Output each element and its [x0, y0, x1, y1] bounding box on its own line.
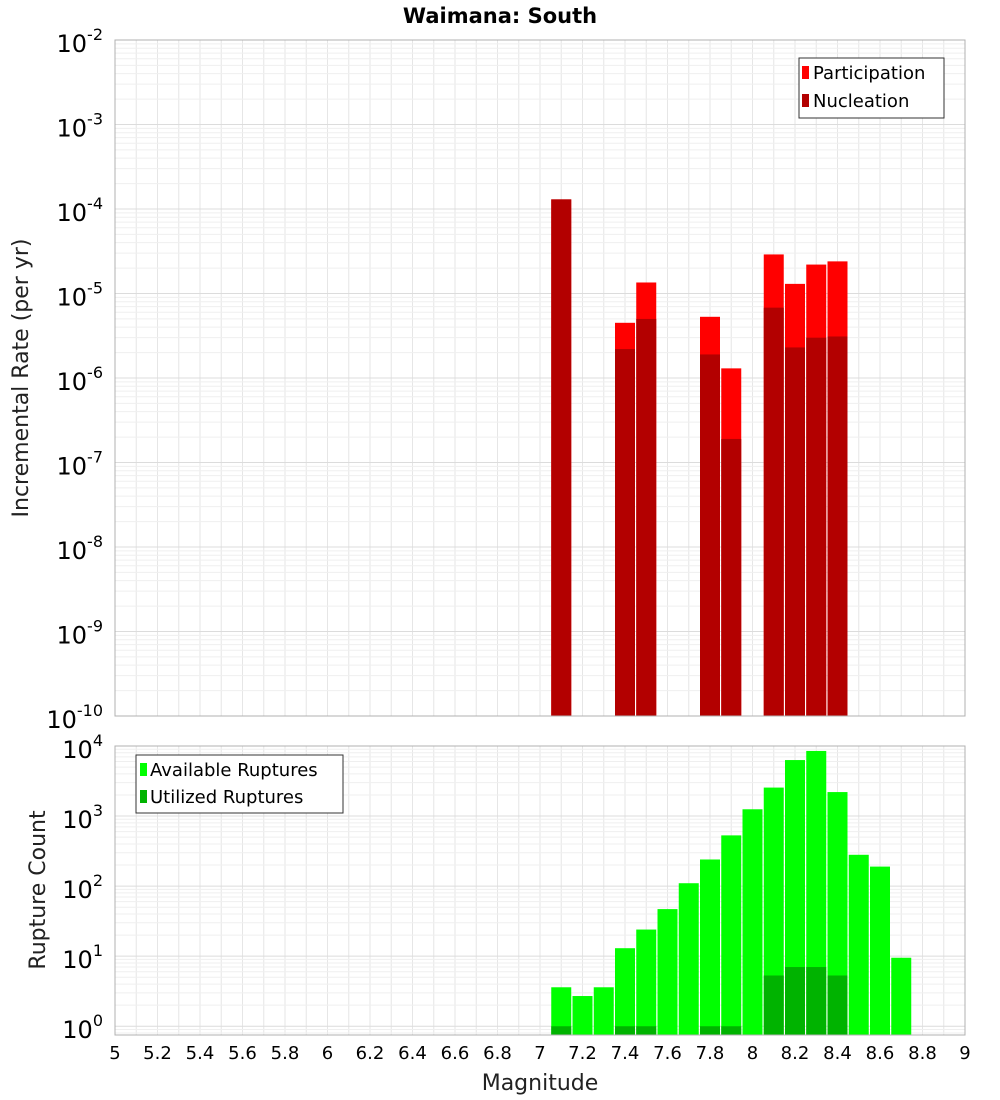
utilized-ruptures-bar [700, 1026, 720, 1035]
top-y-axis-label: Incremental Rate (per yr) [9, 239, 34, 518]
top-y-tick-label: 10-4 [57, 194, 104, 227]
available-ruptures-bar [891, 957, 912, 1035]
bottom-bars [551, 750, 912, 1035]
available-ruptures-bar [678, 883, 699, 1035]
utilized-ruptures-bar [785, 967, 805, 1035]
available-ruptures-bar [700, 859, 720, 1035]
top-grid [114, 39, 966, 717]
x-tick-label: 7.2 [568, 1043, 597, 1064]
bottom-plot-frame [114, 745, 966, 1036]
legend-label-available: Available Ruptures [150, 760, 318, 781]
top-plot-frame [114, 39, 966, 717]
nucleation-bar [806, 337, 827, 716]
utilized-ruptures-bar [551, 1026, 572, 1035]
utilized-ruptures-bar [827, 975, 848, 1035]
legend-swatch-available [140, 763, 147, 776]
bottom-y-tick-label: 100 [62, 1011, 103, 1044]
nucleation-bar [763, 307, 784, 716]
x-tick-labels: 5 5.2 5.4 5.6 5.8 6 6.2 6.4 6.6 6.8 7 7.2 7.4 7.6 7.8 8… [109, 1043, 970, 1064]
nucleation-bar [827, 336, 848, 716]
x-tick-label: 9 [959, 1043, 970, 1064]
x-tick-label: 7 [534, 1043, 545, 1064]
x-tick-label: 5.2 [143, 1043, 172, 1064]
x-tick-label: 8 [747, 1043, 758, 1064]
x-tick-label: 7.4 [611, 1043, 640, 1064]
bottom-y-tick-labels: 100 101 102 103 104 [62, 731, 103, 1044]
available-ruptures-bar [785, 760, 805, 1035]
available-ruptures-bar [593, 987, 614, 1035]
available-ruptures-bar [827, 792, 848, 1035]
bottom-y-tick-label: 103 [62, 801, 103, 834]
available-ruptures-bar [806, 750, 827, 1035]
x-tick-label: 5.6 [228, 1043, 257, 1064]
bottom-grid [114, 745, 966, 1035]
bottom-y-axis-label: Rupture Count [26, 810, 51, 970]
x-tick-label: 5.8 [271, 1043, 300, 1064]
available-ruptures-bar [551, 987, 572, 1035]
legend-label-nucleation: Nucleation [813, 91, 909, 112]
top-y-tick-label: 10-8 [57, 532, 104, 565]
bottom-y-tick-label: 104 [62, 731, 103, 764]
x-axis-label: Magnitude [482, 1071, 599, 1096]
utilized-ruptures-bar [615, 1026, 635, 1035]
nucleation-bar [551, 199, 572, 717]
x-tick-label: 7.8 [696, 1043, 725, 1064]
utilized-ruptures-bar [721, 1026, 742, 1035]
top-y-tick-label: 10-5 [57, 279, 104, 312]
top-bars [551, 199, 848, 717]
nucleation-bar [636, 318, 657, 716]
chart-title: Waimana: South [403, 4, 597, 28]
top-legend: Participation Nucleation [798, 57, 945, 119]
available-ruptures-bar [763, 787, 784, 1035]
x-tick-label: 8.6 [866, 1043, 895, 1064]
x-tick-label: 6.8 [483, 1043, 512, 1064]
top-y-tick-label: 10-7 [57, 448, 104, 481]
x-tick-label: 6.4 [398, 1043, 427, 1064]
bottom-y-tick-label: 101 [62, 941, 103, 974]
x-tick-label: 8.8 [908, 1043, 937, 1064]
legend-label-utilized: Utilized Ruptures [150, 787, 303, 808]
available-ruptures-bar [742, 809, 763, 1035]
nucleation-bar [785, 347, 805, 716]
utilized-ruptures-bar [763, 975, 784, 1035]
available-ruptures-bar [870, 866, 890, 1035]
legend-swatch-nucleation [802, 94, 809, 107]
top-y-tick-label: 10-3 [57, 110, 104, 143]
legend-swatch-utilized [140, 790, 147, 803]
top-y-tick-label: 10-10 [46, 701, 103, 734]
nucleation-bar [721, 438, 742, 716]
top-y-tick-label: 10-9 [57, 617, 104, 650]
nucleation-bar [700, 354, 720, 716]
available-ruptures-bar [848, 854, 869, 1035]
available-ruptures-bar [721, 835, 742, 1035]
top-y-tick-label: 10-2 [57, 25, 104, 58]
top-y-tick-label: 10-6 [57, 363, 104, 396]
legend-swatch-participation [802, 66, 809, 79]
top-y-tick-labels: 10-10 10-9 10-8 10-7 10-6 10-5 10-4 10-3 10-2 [46, 25, 103, 734]
x-tick-label: 8.4 [823, 1043, 852, 1064]
x-tick-label: 7.6 [653, 1043, 682, 1064]
bottom-y-tick-label: 102 [62, 871, 103, 904]
available-ruptures-bar [636, 929, 657, 1035]
bottom-legend: Available Ruptures Utilized Ruptures [135, 754, 344, 814]
legend-label-participation: Participation [813, 63, 925, 84]
nucleation-bar [615, 349, 635, 716]
utilized-ruptures-bar [636, 1026, 657, 1035]
x-tick-label: 8.2 [781, 1043, 810, 1064]
available-ruptures-bar [572, 996, 593, 1035]
x-tick-label: 5 [109, 1043, 120, 1064]
available-ruptures-bar [657, 909, 678, 1035]
x-tick-label: 6 [322, 1043, 333, 1064]
x-tick-label: 6.2 [356, 1043, 385, 1064]
x-tick-label: 5.4 [186, 1043, 215, 1064]
available-ruptures-bar [615, 948, 635, 1035]
utilized-ruptures-bar [806, 967, 827, 1035]
x-tick-label: 6.6 [441, 1043, 470, 1064]
